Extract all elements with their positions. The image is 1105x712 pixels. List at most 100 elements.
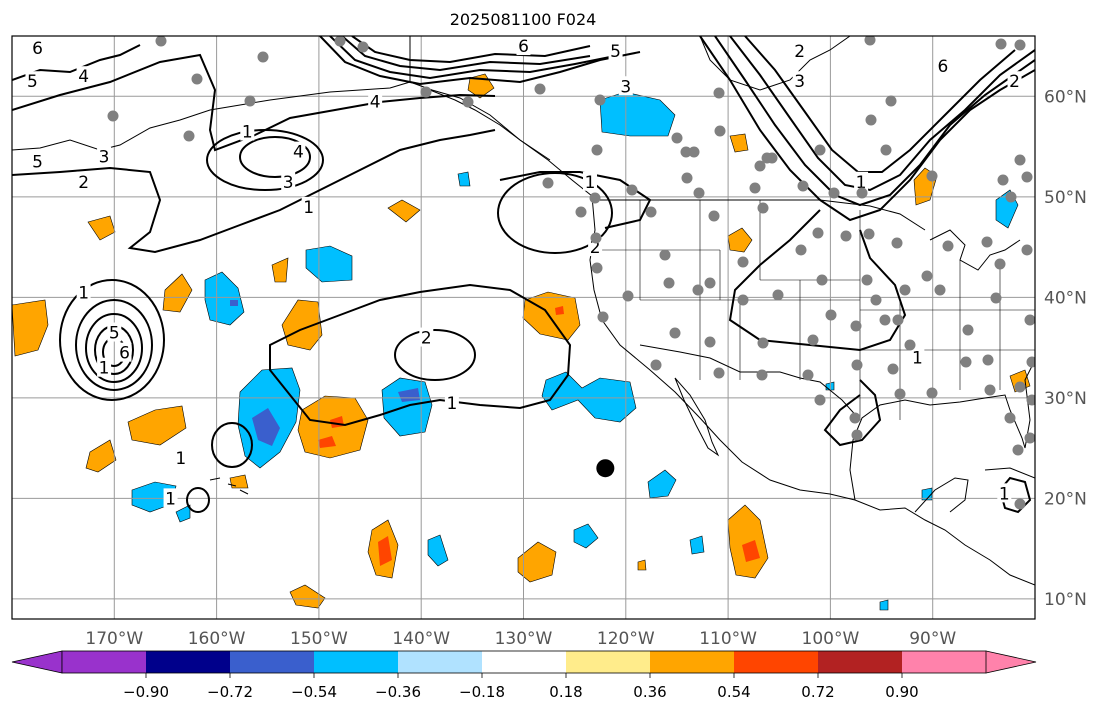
contour-label: 2 xyxy=(590,238,601,258)
contour-label-background xyxy=(291,141,306,161)
contour-line xyxy=(998,476,1032,514)
negative-anomaly-patch xyxy=(427,534,449,567)
contour-label-background xyxy=(301,196,316,216)
contour-line xyxy=(394,329,476,381)
contour-label: 1 xyxy=(242,122,253,142)
yucatan xyxy=(914,477,969,513)
colorbar-segment xyxy=(566,651,651,673)
contour-label: 6 xyxy=(32,39,43,59)
negative-anomaly-patch xyxy=(175,504,191,523)
negative-anomaly-patch xyxy=(305,245,353,283)
colorbar-segment xyxy=(734,651,819,673)
contour-label: 1 xyxy=(165,489,176,509)
negative-anomaly-patch xyxy=(204,271,245,326)
contour-line xyxy=(206,129,324,191)
contour-line xyxy=(85,313,143,383)
latitude-tick-label: 40°N xyxy=(1044,288,1087,308)
contour-label-background xyxy=(854,171,869,191)
contour-line xyxy=(75,299,153,391)
positive-anomaly-core xyxy=(555,306,564,315)
contour-label-background xyxy=(76,66,91,86)
positive-anomaly-patch xyxy=(12,299,49,357)
colorbar-frame xyxy=(61,650,987,674)
station-markers xyxy=(107,36,1035,510)
map-frame xyxy=(11,35,1036,620)
colorbar-tick-label: −0.72 xyxy=(207,683,253,701)
longitude-tick-label: 130°W xyxy=(495,629,553,649)
contour-label-background xyxy=(76,282,91,302)
positive-anomaly-patch xyxy=(289,584,326,609)
contour-label: 1 xyxy=(912,349,923,369)
contour-label: 3 xyxy=(620,77,631,97)
contour-label-background xyxy=(444,392,459,412)
contour-line xyxy=(499,171,652,229)
contour-label-background xyxy=(997,483,1012,503)
state-borders xyxy=(600,200,1035,420)
map-gridlines xyxy=(12,36,1035,619)
contour-label-background xyxy=(97,357,112,377)
longitude-tick-label: 170°W xyxy=(85,629,143,649)
contour-line xyxy=(728,209,907,352)
alaska-coast xyxy=(12,81,411,151)
contour-label: 6 xyxy=(518,37,529,57)
contour-label-background xyxy=(1007,71,1022,91)
latitude-tick-label: 10°N xyxy=(1044,590,1087,610)
colorbar: −0.90 −0.72 −0.54 −0.36 −0.18 0.18 0.36 0.54 0.7… xyxy=(11,650,1037,701)
negative-anomaly-patch xyxy=(879,599,889,611)
latitude-tick-label: 60°N xyxy=(1044,87,1087,107)
contour-label: 6 xyxy=(938,57,949,77)
us-mexico-border xyxy=(639,344,861,421)
longitude-tick-label: 120°W xyxy=(597,629,655,649)
contour-line xyxy=(729,36,1035,192)
contour-label-background xyxy=(163,488,178,508)
contour-label-background xyxy=(368,91,383,111)
contour-label: 2 xyxy=(1009,72,1020,92)
negative-anomaly-patch xyxy=(689,535,705,555)
negative-anomaly-patch xyxy=(647,469,677,499)
contour-label-background xyxy=(582,171,597,191)
colorbar-over-arrow xyxy=(985,650,1037,674)
contour-line xyxy=(319,36,641,86)
contour-label-background xyxy=(792,71,807,91)
anomaly-shading xyxy=(12,73,1031,611)
contour-label: 4 xyxy=(370,92,381,112)
contour-line xyxy=(186,487,210,513)
contour-label: 5 xyxy=(109,324,120,344)
contour-label: 3 xyxy=(283,173,294,193)
colorbar-tick-label: −0.36 xyxy=(375,683,421,701)
contour-label-background xyxy=(516,36,531,56)
cuba xyxy=(984,467,1035,479)
positive-anomaly-patch xyxy=(387,199,421,223)
contour-label-background xyxy=(107,322,122,342)
map-title: 2025081100 F024 xyxy=(450,10,597,29)
contour-label-background xyxy=(97,146,112,166)
contour-line xyxy=(351,36,591,64)
contour-label: 3 xyxy=(794,72,805,92)
positive-anomaly-patch xyxy=(85,439,117,473)
longitude-tick-label: 100°W xyxy=(802,629,860,649)
contour-label-background xyxy=(30,38,45,58)
contour-line xyxy=(239,136,311,178)
longitude-tick-label: 110°W xyxy=(699,629,757,649)
storm-center-marker xyxy=(596,459,615,478)
positive-anomaly-patch xyxy=(127,405,187,446)
colorbar-segment xyxy=(230,651,315,673)
contour-line xyxy=(699,36,1035,222)
colorbar-segment xyxy=(398,651,483,673)
contour-label-background xyxy=(240,121,255,141)
colorbar-segment xyxy=(818,651,903,673)
contour-label: 1 xyxy=(303,198,314,218)
contour-label-background xyxy=(910,347,925,367)
colorbar-tick-label: −0.90 xyxy=(123,683,169,701)
colorbar-segment xyxy=(482,651,567,673)
longitude-tick-label: 160°W xyxy=(188,629,246,649)
baja-peninsula xyxy=(674,377,720,457)
colorbar-tick-label: 0.18 xyxy=(549,683,582,701)
contour-label: 5 xyxy=(610,42,621,62)
contour-label-background xyxy=(30,151,45,171)
contour-label: 1 xyxy=(446,394,457,414)
colorbar-segment xyxy=(62,651,147,673)
colorbar-segment xyxy=(146,651,231,673)
